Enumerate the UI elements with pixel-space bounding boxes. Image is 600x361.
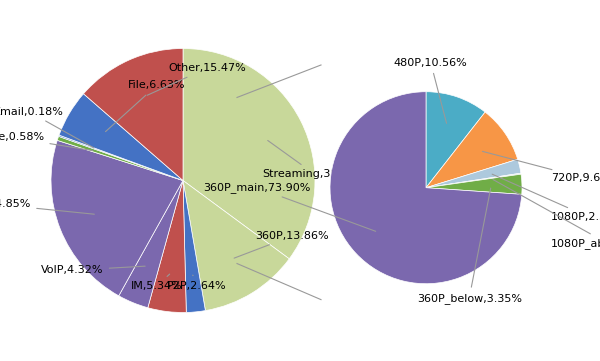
Wedge shape	[59, 94, 183, 180]
Text: P2P,2.64%: P2P,2.64%	[166, 275, 226, 291]
Wedge shape	[183, 48, 315, 259]
Text: Web,24.85%: Web,24.85%	[0, 199, 94, 214]
Text: Game,0.58%: Game,0.58%	[0, 132, 92, 151]
Wedge shape	[59, 135, 183, 180]
Wedge shape	[330, 92, 522, 284]
Wedge shape	[183, 180, 205, 313]
Wedge shape	[183, 180, 289, 310]
Wedge shape	[83, 48, 183, 180]
Wedge shape	[426, 173, 521, 188]
Wedge shape	[426, 159, 521, 188]
Wedge shape	[57, 136, 183, 180]
Text: 360P_below,3.35%: 360P_below,3.35%	[416, 188, 522, 304]
Wedge shape	[426, 112, 518, 188]
Text: 1080P,2.37%: 1080P,2.37%	[492, 174, 600, 222]
Text: 360P,13.86%: 360P,13.86%	[234, 231, 329, 258]
Text: Other,15.47%: Other,15.47%	[147, 63, 245, 95]
Text: 1080P_above,0.17%: 1080P_above,0.17%	[493, 179, 600, 249]
Wedge shape	[51, 140, 183, 296]
Text: VoIP,4.32%: VoIP,4.32%	[41, 265, 145, 275]
Text: 480P,10.56%: 480P,10.56%	[394, 58, 467, 123]
Text: File,6.63%: File,6.63%	[106, 81, 185, 132]
Wedge shape	[426, 174, 522, 194]
Text: 360P_main,73.90%: 360P_main,73.90%	[203, 182, 376, 231]
Text: Streaming,39.97%: Streaming,39.97%	[262, 140, 366, 179]
Text: IM,5.34%: IM,5.34%	[131, 274, 182, 291]
Text: 720P,9.65%: 720P,9.65%	[482, 151, 600, 183]
Wedge shape	[426, 92, 485, 188]
Wedge shape	[148, 180, 186, 313]
Wedge shape	[119, 180, 183, 308]
Text: Email,0.18%: Email,0.18%	[0, 107, 94, 148]
